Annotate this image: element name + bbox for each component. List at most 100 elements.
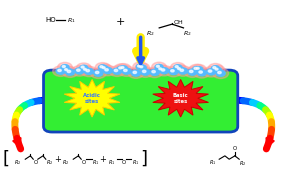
Polygon shape xyxy=(64,80,120,117)
Circle shape xyxy=(171,70,174,72)
Circle shape xyxy=(61,65,69,70)
Circle shape xyxy=(135,63,150,72)
Circle shape xyxy=(216,70,225,76)
Circle shape xyxy=(65,69,67,70)
Text: +: + xyxy=(99,155,106,164)
Circle shape xyxy=(196,67,199,69)
Circle shape xyxy=(56,68,65,74)
Circle shape xyxy=(159,68,162,70)
Text: $R_2$: $R_2$ xyxy=(239,160,247,168)
Text: $R_2$: $R_2$ xyxy=(14,159,22,167)
Text: $R_1$: $R_1$ xyxy=(209,159,217,167)
Circle shape xyxy=(128,68,144,78)
Circle shape xyxy=(90,68,106,78)
Circle shape xyxy=(101,66,108,71)
Circle shape xyxy=(184,67,200,77)
Circle shape xyxy=(100,65,116,76)
Circle shape xyxy=(117,66,125,71)
Text: $R_1$: $R_1$ xyxy=(67,16,76,25)
Circle shape xyxy=(117,64,131,73)
Circle shape xyxy=(215,68,218,70)
Circle shape xyxy=(150,69,159,75)
Circle shape xyxy=(114,69,118,72)
Circle shape xyxy=(136,64,144,69)
Circle shape xyxy=(139,65,146,70)
Circle shape xyxy=(67,70,71,73)
Text: Basic
sites: Basic sites xyxy=(173,93,189,104)
Circle shape xyxy=(71,66,88,76)
Circle shape xyxy=(175,66,191,76)
Circle shape xyxy=(103,67,112,74)
Text: O: O xyxy=(82,160,86,166)
Circle shape xyxy=(133,71,137,74)
Text: O: O xyxy=(122,160,126,166)
Circle shape xyxy=(141,69,150,75)
Circle shape xyxy=(122,68,131,74)
Circle shape xyxy=(140,66,143,68)
Text: ]: ] xyxy=(141,150,148,168)
Circle shape xyxy=(124,69,127,71)
Circle shape xyxy=(166,66,182,77)
Circle shape xyxy=(95,63,110,72)
Circle shape xyxy=(86,70,90,72)
Circle shape xyxy=(80,65,88,70)
Circle shape xyxy=(197,70,206,76)
Circle shape xyxy=(180,69,184,71)
Circle shape xyxy=(121,67,124,68)
Circle shape xyxy=(102,67,105,69)
Circle shape xyxy=(62,66,65,67)
Circle shape xyxy=(57,62,72,72)
Text: O: O xyxy=(34,160,38,166)
Circle shape xyxy=(77,69,80,71)
Circle shape xyxy=(194,67,210,78)
Circle shape xyxy=(194,67,197,69)
Circle shape xyxy=(170,63,185,72)
Circle shape xyxy=(105,69,108,71)
Text: OH: OH xyxy=(173,20,183,25)
Circle shape xyxy=(152,70,155,73)
Circle shape xyxy=(174,65,182,70)
Circle shape xyxy=(169,69,178,74)
Circle shape xyxy=(158,67,165,72)
Circle shape xyxy=(175,66,178,68)
Circle shape xyxy=(84,68,94,74)
Circle shape xyxy=(211,65,225,75)
Circle shape xyxy=(154,65,168,74)
Circle shape xyxy=(156,65,172,76)
Text: +: + xyxy=(116,17,125,27)
Circle shape xyxy=(208,70,212,72)
Circle shape xyxy=(207,69,216,75)
Circle shape xyxy=(155,64,163,70)
Text: +: + xyxy=(54,155,61,164)
Text: $R_2$: $R_2$ xyxy=(183,29,192,38)
Circle shape xyxy=(160,68,169,74)
Circle shape xyxy=(218,71,221,74)
Circle shape xyxy=(195,67,203,71)
Circle shape xyxy=(65,69,75,75)
Circle shape xyxy=(81,66,84,68)
Circle shape xyxy=(53,66,69,76)
Circle shape xyxy=(62,67,78,77)
Circle shape xyxy=(214,67,222,72)
Circle shape xyxy=(76,63,91,73)
Circle shape xyxy=(131,70,141,76)
Circle shape xyxy=(109,66,125,77)
Circle shape xyxy=(161,69,165,71)
Text: $R_1$: $R_1$ xyxy=(131,159,139,167)
FancyBboxPatch shape xyxy=(44,70,238,132)
Circle shape xyxy=(81,66,97,77)
Polygon shape xyxy=(153,80,208,117)
Text: HO: HO xyxy=(45,17,56,23)
Text: $R_1$: $R_1$ xyxy=(108,159,115,167)
Text: O: O xyxy=(233,146,237,151)
Circle shape xyxy=(193,67,201,72)
Circle shape xyxy=(99,65,106,70)
Circle shape xyxy=(213,67,216,69)
Text: Acidic
sites: Acidic sites xyxy=(83,93,101,104)
Circle shape xyxy=(95,71,99,74)
Text: $R_2$: $R_2$ xyxy=(146,29,155,38)
Circle shape xyxy=(189,64,204,74)
Circle shape xyxy=(179,68,187,74)
Circle shape xyxy=(63,68,71,73)
Circle shape xyxy=(113,68,122,74)
